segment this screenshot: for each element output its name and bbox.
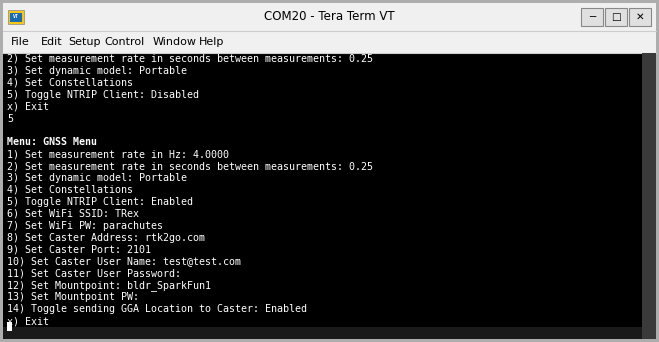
- Text: Edit: Edit: [41, 37, 63, 47]
- Text: 11) Set Caster User Password:: 11) Set Caster User Password:: [7, 268, 181, 278]
- Text: Control: Control: [104, 37, 144, 47]
- Text: 8) Set Caster Address: rtk2go.com: 8) Set Caster Address: rtk2go.com: [7, 233, 205, 243]
- Text: 5) Toggle NTRIP Client: Enabled: 5) Toggle NTRIP Client: Enabled: [7, 197, 193, 207]
- Bar: [3, 53, 656, 339]
- Text: 3) Set dynamic model: Portable: 3) Set dynamic model: Portable: [7, 66, 187, 76]
- Text: 4) Set Constellations: 4) Set Constellations: [7, 185, 133, 195]
- Text: 10) Set Caster User Name: test@test.com: 10) Set Caster User Name: test@test.com: [7, 256, 241, 266]
- Text: 14) Toggle sending GGA Location to Caster: Enabled: 14) Toggle sending GGA Location to Caste…: [7, 304, 307, 314]
- Bar: [3, 3, 656, 31]
- Text: VT: VT: [13, 14, 19, 19]
- Text: 13) Set Mountpoint PW:: 13) Set Mountpoint PW:: [7, 292, 139, 302]
- Text: 6) Set WiFi SSID: TRex: 6) Set WiFi SSID: TRex: [7, 209, 139, 219]
- Text: Menu: GNSS Menu: Menu: GNSS Menu: [7, 137, 97, 147]
- Text: 5: 5: [7, 114, 13, 123]
- Bar: [581, 8, 603, 26]
- Text: 2) Set measurement rate in seconds between measurements: 0.25: 2) Set measurement rate in seconds betwe…: [7, 161, 373, 171]
- Text: ─: ─: [589, 12, 595, 22]
- Text: Window: Window: [153, 37, 197, 47]
- Text: x) Exit: x) Exit: [7, 316, 49, 326]
- Text: 4) Set Constellations: 4) Set Constellations: [7, 78, 133, 88]
- Bar: [3, 31, 656, 53]
- Text: 5) Toggle NTRIP Client: Disabled: 5) Toggle NTRIP Client: Disabled: [7, 90, 199, 100]
- Text: x) Exit: x) Exit: [7, 102, 49, 111]
- Text: Help: Help: [199, 37, 224, 47]
- Text: ✕: ✕: [636, 12, 645, 22]
- Text: □: □: [611, 12, 621, 22]
- Bar: [3, 327, 642, 339]
- Text: 7) Set WiFi PW: parachutes: 7) Set WiFi PW: parachutes: [7, 221, 163, 231]
- Bar: [605, 8, 627, 26]
- Bar: [629, 8, 651, 26]
- Text: 3) Set dynamic model: Portable: 3) Set dynamic model: Portable: [7, 173, 187, 183]
- Text: Setup: Setup: [68, 37, 101, 47]
- Text: 9) Set Caster Port: 2101: 9) Set Caster Port: 2101: [7, 245, 151, 254]
- Bar: [10, 13, 22, 22]
- Text: 12) Set Mountpoint: bldr_SparkFun1: 12) Set Mountpoint: bldr_SparkFun1: [7, 280, 211, 291]
- Text: 2) Set measurement rate in seconds between measurements: 0.25: 2) Set measurement rate in seconds betwe…: [7, 54, 373, 64]
- Text: File: File: [11, 37, 30, 47]
- Bar: [642, 53, 656, 339]
- Bar: [8, 10, 24, 24]
- Text: COM20 - Tera Term VT: COM20 - Tera Term VT: [264, 11, 395, 24]
- Text: 1) Set measurement rate in Hz: 4.0000: 1) Set measurement rate in Hz: 4.0000: [7, 149, 229, 159]
- Bar: [7, 322, 12, 331]
